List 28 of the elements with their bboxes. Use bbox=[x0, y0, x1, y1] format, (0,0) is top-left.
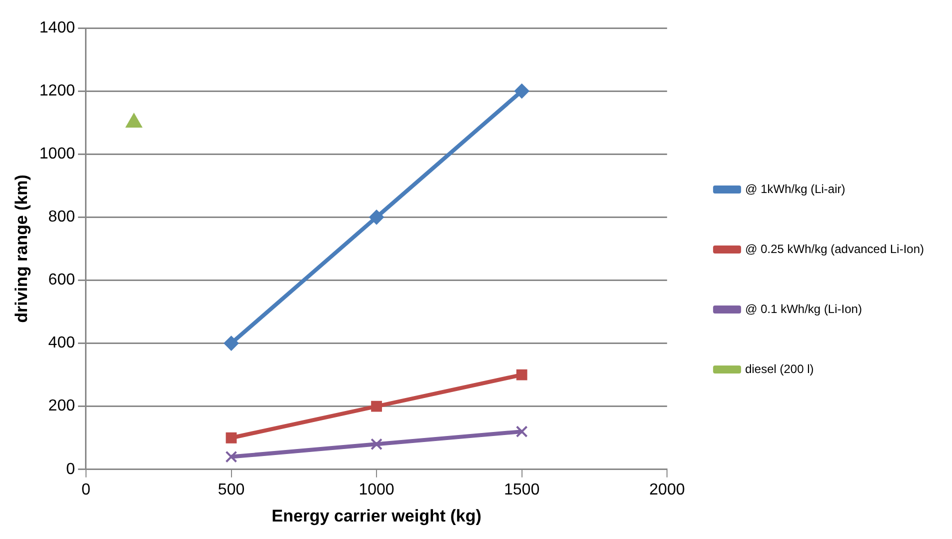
y-tick-label: 800 bbox=[48, 208, 76, 226]
y-tick-label: 1000 bbox=[39, 146, 76, 163]
legend-label: @ 0.1 kWh/kg (Li-Ion) bbox=[745, 302, 862, 316]
y-tick-label: 600 bbox=[48, 272, 76, 289]
point bbox=[516, 426, 528, 438]
point bbox=[369, 210, 384, 225]
y-tick-label: 0 bbox=[66, 460, 76, 478]
legend-label: diesel (200 l) bbox=[745, 362, 814, 376]
x-tick-label: 500 bbox=[218, 481, 245, 498]
y-tick-label: 400 bbox=[48, 334, 76, 352]
y-tick-label: 1200 bbox=[39, 82, 76, 100]
x-tick-label: 1000 bbox=[358, 481, 394, 498]
legend-label: @ 0.25 kWh/kg (advanced Li-Ion) bbox=[745, 242, 924, 256]
point bbox=[226, 432, 237, 444]
point bbox=[516, 369, 528, 380]
x-tick-label: 1500 bbox=[504, 481, 540, 498]
x-tick-label: 0 bbox=[82, 481, 91, 498]
y-tick-label: 1400 bbox=[39, 19, 76, 36]
point bbox=[225, 450, 238, 463]
point bbox=[224, 336, 239, 351]
point bbox=[514, 84, 530, 99]
y-tick-label: 200 bbox=[48, 398, 76, 415]
y-axis-title: driving range (km) bbox=[12, 174, 31, 323]
point bbox=[370, 438, 382, 450]
x-axis-title: Energy carrier weight (kg) bbox=[272, 506, 482, 526]
legend-label: @ 1kWh/kg (Li-air) bbox=[745, 182, 846, 196]
point bbox=[371, 400, 382, 412]
x-tick-label: 2000 bbox=[649, 481, 685, 498]
